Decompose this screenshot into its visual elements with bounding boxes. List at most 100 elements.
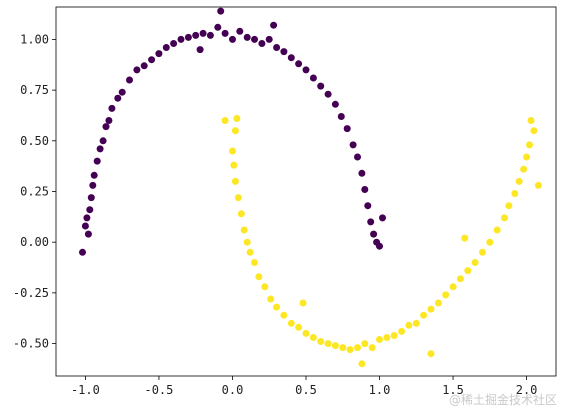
scatter-point-series-1 <box>456 275 464 283</box>
scatter-point-series-1 <box>505 202 513 210</box>
scatter-point-series-0 <box>302 66 310 74</box>
scatter-point-series-1 <box>231 127 239 135</box>
scatter-point-series-0 <box>87 194 95 202</box>
scatter-point-series-1 <box>273 303 281 311</box>
scatter-point-series-0 <box>367 218 375 226</box>
scatter-point-series-1 <box>295 323 303 331</box>
scatter-point-series-1 <box>434 299 442 307</box>
scatter-point-series-1 <box>534 181 542 189</box>
scatter-point-series-1 <box>501 214 508 222</box>
scatter-point-series-1 <box>255 273 263 281</box>
scatter-point-series-1 <box>346 346 354 354</box>
scatter-point-series-0 <box>83 214 91 222</box>
scatter-point-series-1 <box>405 321 413 329</box>
scatter-point-series-1 <box>233 115 241 122</box>
scatter-point-series-1 <box>234 194 242 202</box>
scatter-point-series-0 <box>251 35 258 43</box>
x-tick-label: 2.0 <box>516 383 538 397</box>
scatter-point-series-1 <box>493 226 501 234</box>
scatter-point-series-0 <box>331 100 339 108</box>
scatter-point-series-0 <box>126 76 133 84</box>
plot-frame <box>55 6 557 377</box>
scatter-point-series-1 <box>317 338 325 345</box>
scatter-point-series-0 <box>96 145 104 153</box>
scatter-point-series-1 <box>339 344 347 352</box>
scatter-point-series-1 <box>515 177 523 185</box>
scatter-point-series-1 <box>354 344 361 352</box>
scatter-point-series-1 <box>331 342 339 350</box>
scatter-point-series-0 <box>214 23 222 31</box>
scatter-point-series-1 <box>299 299 307 307</box>
scatter-point-series-1 <box>261 283 269 291</box>
scatter-point-series-1 <box>390 332 398 339</box>
scatter-point-series-0 <box>99 137 107 145</box>
scatter-point-series-1 <box>461 234 469 242</box>
y-tick-label: 1.00 <box>20 32 49 46</box>
scatter-point-series-0 <box>89 181 97 189</box>
scatter-point-series-0 <box>196 46 204 54</box>
scatter-point-series-0 <box>79 248 86 256</box>
scatter-point-series-0 <box>90 171 98 179</box>
y-tick-label: 0.75 <box>20 83 49 97</box>
scatter-point-series-0 <box>206 31 214 39</box>
scatter-point-series-0 <box>364 202 372 210</box>
scatter-point-series-0 <box>199 29 207 37</box>
scatter-point-series-0 <box>370 230 378 238</box>
scatter-point-series-0 <box>376 242 383 250</box>
y-axis: -0.50 -0.25 0.00 0.25 0.50 0.75 1.00 <box>13 32 56 351</box>
scatter-point-series-0 <box>170 40 178 47</box>
scatter-point-series-1 <box>358 360 366 368</box>
scatter-point-series-0 <box>229 35 236 43</box>
y-tick-label: 0.50 <box>20 134 49 148</box>
scatter-point-series-0 <box>192 31 200 39</box>
scatter-point-series-0 <box>148 56 156 64</box>
x-tick-label: -1.0 <box>71 383 100 397</box>
scatter-point-series-1 <box>361 340 369 348</box>
scatter-point-series-0 <box>358 169 366 177</box>
scatter-point-series-1 <box>267 295 275 303</box>
scatter-point-series-0 <box>108 104 116 112</box>
scatter-point-series-0 <box>102 123 110 131</box>
scatter-point-series-1 <box>376 336 383 343</box>
scatter-point-series-0 <box>155 50 163 58</box>
scatter-point-series-0 <box>93 157 101 165</box>
scatter-point-series-0 <box>84 230 92 238</box>
scatter-point-series-1 <box>230 161 238 169</box>
scatter-point-series-0 <box>162 44 170 51</box>
scatter-point-series-1 <box>231 177 239 185</box>
x-tick-label: 1.5 <box>442 383 464 397</box>
x-tick-label: 1.0 <box>369 383 391 397</box>
scatter-point-series-0 <box>258 40 266 47</box>
y-tick-label: -0.50 <box>13 337 49 351</box>
scatter-point-series-1 <box>527 117 535 124</box>
scatter-point-series-1 <box>530 127 538 135</box>
scatter-point-series-0 <box>295 60 303 68</box>
scatter-point-series-0 <box>243 33 251 41</box>
x-tick-label: -0.5 <box>144 383 173 397</box>
scatter-point-series-1 <box>229 147 236 155</box>
scatter-point-series-0 <box>133 66 141 74</box>
scatter-point-series-1 <box>398 327 406 335</box>
y-tick-label: 0.00 <box>20 235 49 249</box>
scatter-point-series-1 <box>302 329 310 337</box>
scatter-point-series-0 <box>379 214 386 222</box>
scatter-point-series-1 <box>526 141 533 149</box>
scatter-point-series-0 <box>361 186 369 193</box>
scatter-point-series-1 <box>280 311 288 319</box>
scatter-point-series-1 <box>412 319 420 327</box>
scatter-point-series-1 <box>246 248 254 256</box>
scatter-point-series-1 <box>464 267 472 275</box>
x-tick-label: 0.5 <box>295 383 317 397</box>
y-tick-label: -0.25 <box>13 286 49 300</box>
scatter-point-series-0 <box>221 29 229 37</box>
scatter-point-series-0 <box>324 90 332 98</box>
scatter-point-series-0 <box>317 82 325 90</box>
scatter-point-series-1 <box>442 291 450 299</box>
scatter-point-series-1 <box>243 238 251 246</box>
scatter-point-series-1 <box>240 226 248 234</box>
scatter-point-series-0 <box>177 35 185 43</box>
scatter-point-series-0 <box>354 153 361 161</box>
scatter-point-series-0 <box>236 27 244 35</box>
scatter-point-series-0 <box>337 113 345 120</box>
